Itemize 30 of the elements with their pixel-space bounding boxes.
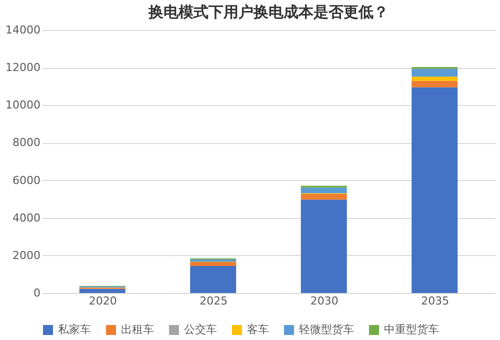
y-tick-label: 6000 xyxy=(12,174,40,187)
x-tick-label: 2035 xyxy=(421,294,450,308)
bar xyxy=(412,68,458,77)
bar xyxy=(300,194,347,200)
y-tick-label: 4000 xyxy=(12,211,40,224)
bar xyxy=(412,87,458,293)
legend-label: 出租车 xyxy=(121,323,154,336)
legend-label: 中重型货车 xyxy=(384,323,439,336)
bar xyxy=(190,262,236,266)
legend-label: 轻微型货车 xyxy=(299,323,354,336)
bar xyxy=(190,259,236,262)
y-tick-label: 14000 xyxy=(6,24,40,36)
x-tick-label: 2030 xyxy=(310,294,338,308)
bar xyxy=(300,188,347,194)
chart-title: 换电模式下用户换电成本是否更低？ xyxy=(148,3,388,21)
bar xyxy=(190,266,236,293)
y-tick-label: 2000 xyxy=(12,248,40,262)
legend-label: 客车 xyxy=(247,323,269,336)
bar xyxy=(412,76,458,81)
legend-label: 私家车 xyxy=(58,323,91,336)
bar xyxy=(412,80,458,88)
x-tick-label: 2020 xyxy=(88,294,117,308)
y-tick-label: 0 xyxy=(34,286,40,300)
x-tick-label: 2025 xyxy=(200,294,228,308)
y-tick-label: 10000 xyxy=(6,98,40,112)
y-tick-label: 8000 xyxy=(12,136,40,150)
bar xyxy=(300,200,347,293)
legend-label: 公交车 xyxy=(184,323,217,336)
y-tick-label: 12000 xyxy=(6,61,40,74)
bar xyxy=(79,288,126,293)
